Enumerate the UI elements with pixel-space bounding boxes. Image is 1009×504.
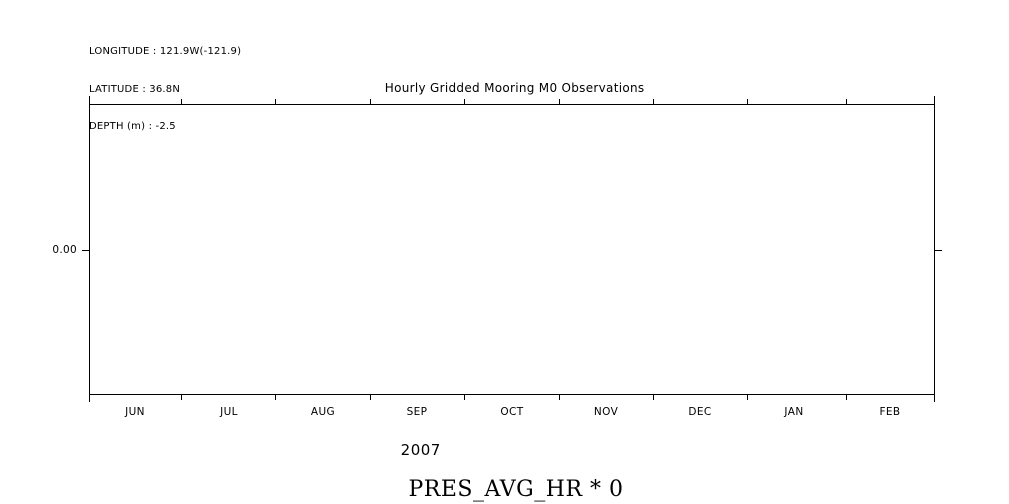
- variable-title: PRES_AVG_HR * 0: [0, 452, 1009, 502]
- xtick-label-jun: JUN: [125, 406, 145, 418]
- chart-title-text: Hourly Gridded Mooring M0 Observations: [384, 81, 645, 95]
- xtick-label-jul: JUL: [220, 406, 238, 418]
- xtick-label-aug: AUG: [310, 406, 336, 418]
- variable-title-text: PRES_AVG_HR * 0: [408, 477, 624, 502]
- ytick-label-0: 0.00: [52, 244, 77, 256]
- xtick-label-oct: OCT: [500, 406, 524, 418]
- xtick-label-sep: SEP: [406, 406, 428, 418]
- x-tick-marks-bottom: [88, 394, 936, 402]
- chart-title: Hourly Gridded Mooring M0 Observations: [0, 67, 1009, 95]
- latitude-label: LATITUDE : 36.8N: [89, 83, 181, 95]
- x-tick-marks-top: [88, 96, 936, 105]
- xtick-label-dec: DEC: [688, 406, 712, 418]
- x-axis-name-text: 2007: [400, 441, 441, 459]
- xtick-label-feb: FEB: [879, 406, 901, 418]
- xtick-label-jan: JAN: [784, 406, 804, 418]
- xtick-label-nov: NOV: [593, 406, 619, 418]
- x-axis-name: 2007: [0, 423, 1009, 459]
- metadata-header: LONGITUDE : 121.9W(-121.9) LATITUDE : 36…: [89, 21, 241, 146]
- longitude-label: LONGITUDE : 121.9W(-121.9): [89, 46, 242, 57]
- depth-label: DEPTH (m) : -2.5: [89, 121, 176, 132]
